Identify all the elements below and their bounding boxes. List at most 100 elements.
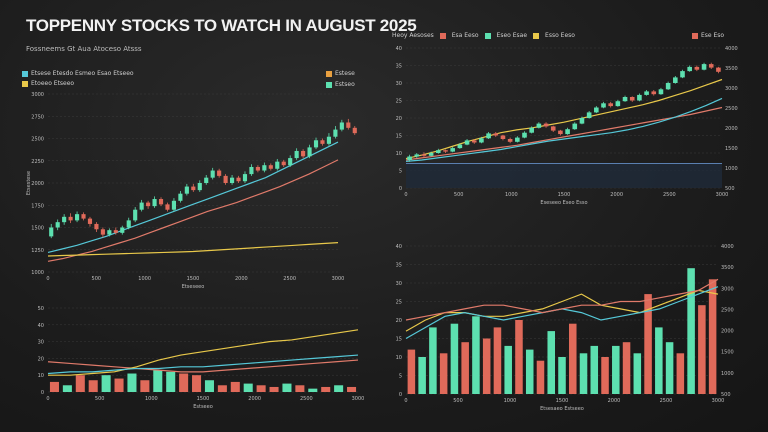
y-tick-label-right: 2000 (725, 126, 738, 132)
y-tick-label: 20 (396, 318, 402, 324)
y-tick-label-right: 2500 (721, 307, 734, 313)
y-axis-label: Etsestese (26, 171, 32, 195)
bar (127, 373, 137, 392)
candle-body (673, 77, 678, 83)
candle-body (113, 230, 118, 233)
bar (536, 360, 545, 394)
candle-body (507, 139, 513, 142)
candle-body (313, 140, 319, 148)
candle-body (414, 154, 420, 157)
legend-swatch (326, 81, 332, 88)
chart-top-right-svg: 40 35 30 25 20 15 10 5 0 4000 3500 3000 2500 2000 1500… (396, 46, 738, 206)
legend-swatch (326, 70, 332, 77)
candle-body (326, 136, 332, 144)
candle-body (333, 129, 338, 137)
candle-body (428, 153, 434, 156)
bar (612, 345, 620, 394)
candle-body (716, 67, 721, 72)
x-tick-label: 0 (46, 276, 49, 282)
bar (140, 380, 150, 392)
candle-body (191, 186, 196, 191)
candle-body (608, 103, 613, 107)
bar (579, 353, 588, 394)
y-tick-label: 30 (396, 281, 402, 287)
x-tick-label: 0 (404, 398, 407, 404)
bar (429, 327, 437, 394)
bar (62, 385, 72, 392)
y-tick-label: 10 (396, 355, 402, 361)
legend-label: Ese Eso (701, 32, 725, 39)
candle-body (637, 94, 642, 101)
candle-body (307, 147, 312, 157)
candle-body (443, 150, 448, 152)
x-tick-label: 3000 (716, 192, 729, 198)
bar (101, 375, 111, 392)
candle-body (665, 83, 671, 90)
y-tick-label: 0 (399, 392, 402, 398)
y-tick-label: 35 (396, 64, 402, 70)
candle-body (594, 107, 599, 113)
candle-body (500, 135, 506, 139)
series-line-yellow (405, 78, 723, 160)
bar (204, 380, 214, 392)
bar (439, 353, 448, 394)
x-tick-label: 0 (46, 396, 49, 402)
candle-body (529, 127, 534, 133)
candle-body (601, 103, 606, 108)
candle-body (100, 229, 105, 235)
candle-body (586, 112, 592, 118)
series-line-teal (405, 97, 723, 162)
bar (461, 342, 469, 394)
candle-body (450, 148, 455, 152)
legend-swatch (533, 32, 540, 39)
candle-body (275, 161, 280, 169)
legend-top-left-right-1: Estese (326, 70, 355, 77)
series-line-yellow (405, 289, 719, 332)
x-tick-label: 3000 (332, 276, 345, 282)
chart-top-right: 40 35 30 25 20 15 10 5 0 4000 3500 3000 2500 2000 1500… (392, 28, 742, 210)
y-tick-label-right: 500 (725, 186, 735, 192)
legend-swatch (22, 70, 28, 77)
bar (308, 388, 318, 392)
candle-body (62, 216, 67, 223)
y-tick-label-right: 3500 (725, 66, 738, 72)
x-tick-label: 2000 (248, 396, 261, 402)
x-tick-label: 2500 (663, 192, 676, 198)
candle-body (120, 227, 125, 233)
x-tick-label: 500 (454, 192, 464, 198)
chart-bottom-right: 40 35 30 25 20 15 10 5 0 4000 3500 3000 2500 2000 1500… (380, 236, 746, 416)
candle-body (421, 154, 427, 156)
bar (504, 345, 512, 394)
x-axis-label: Estseeo (193, 404, 213, 410)
bar (75, 375, 85, 392)
bar (295, 385, 305, 392)
x-tick-label: 1500 (556, 398, 569, 404)
series-line-salmon (405, 106, 723, 161)
candle-body (464, 140, 470, 145)
y-tick-label: 0 (399, 186, 402, 192)
candle-body (294, 150, 299, 159)
legend-top-left-2: Etoeeo Etseeo (22, 80, 74, 87)
bar (192, 375, 202, 392)
y-tick-label-right: 1500 (725, 146, 738, 152)
candle-body (242, 174, 248, 182)
legend-swatch (692, 32, 698, 39)
candle-body (229, 177, 235, 183)
legend-swatch (439, 32, 446, 39)
candle-body (543, 123, 549, 127)
legend-top-left: Etsese Etesdo Esmeo Esao Etseeo (22, 70, 134, 77)
bar (558, 357, 566, 394)
candle-body (152, 199, 157, 207)
y-tick-label: 30 (38, 340, 44, 346)
x-tick-label: 2500 (283, 276, 296, 282)
legend-label: Eseo Esae (496, 32, 528, 39)
x-tick-label: 2000 (608, 398, 621, 404)
bar (282, 383, 292, 392)
candle-body (249, 166, 254, 175)
x-tick-label: 2500 (300, 396, 313, 402)
candle-body (680, 71, 685, 78)
candle-body (339, 122, 344, 130)
candle-body (486, 133, 491, 139)
bar (655, 327, 663, 394)
